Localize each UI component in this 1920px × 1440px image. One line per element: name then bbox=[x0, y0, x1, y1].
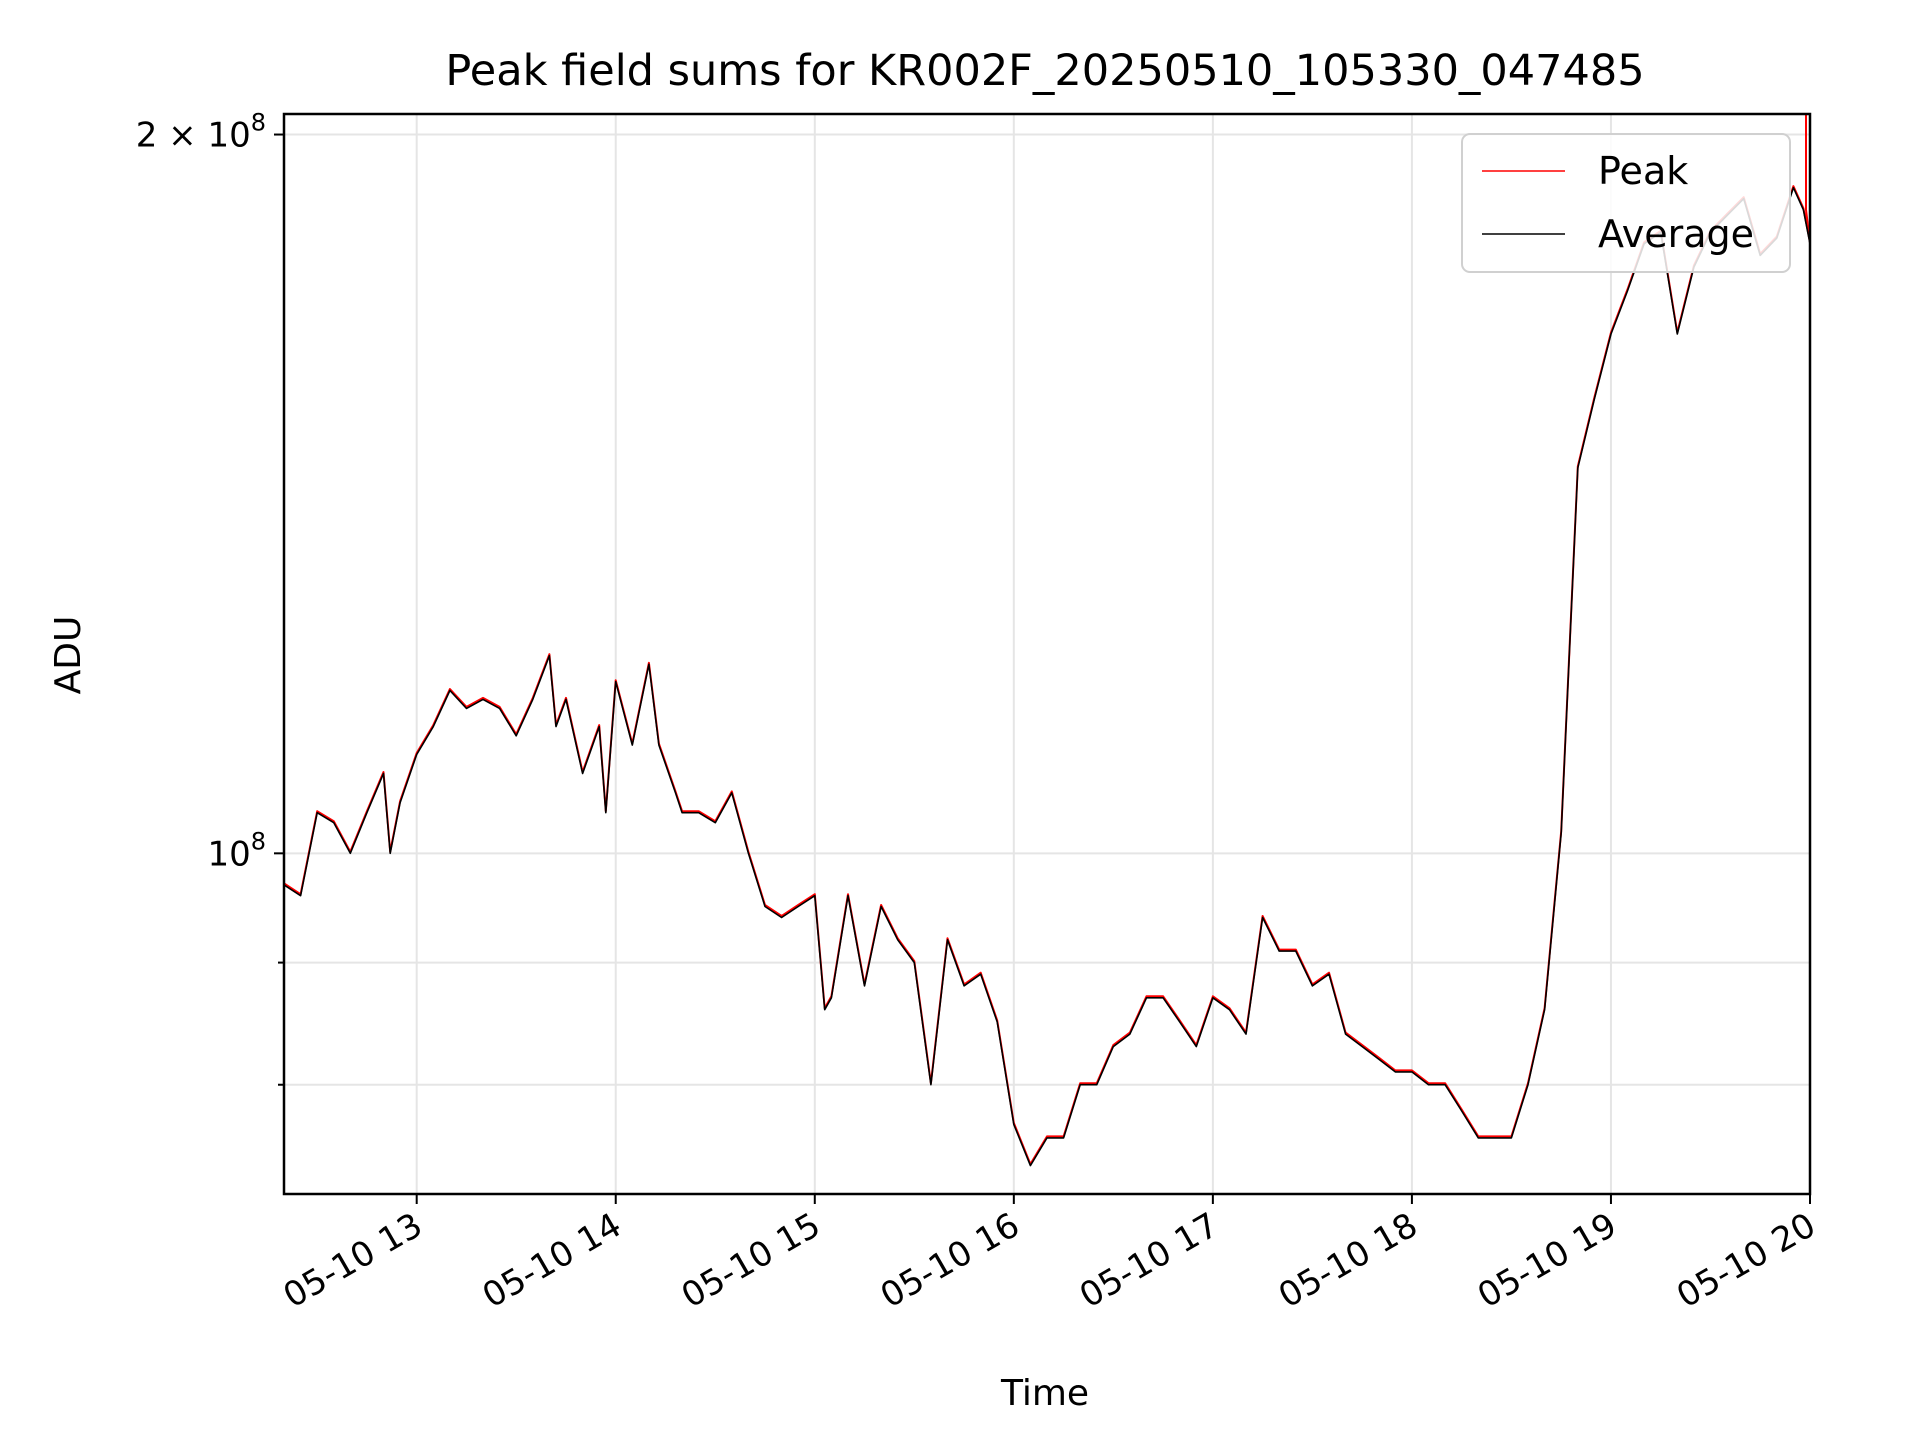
plot-frame bbox=[282, 112, 1812, 1196]
x-tick-label: 05-10 14 bbox=[476, 1205, 628, 1316]
grid-lines bbox=[284, 114, 1811, 1194]
x-axis-ticks: 05-10 13 05-10 14 05-10 15 05-10 16 05-10 17… bbox=[277, 1194, 1823, 1316]
x-tick-label: 05-10 13 bbox=[277, 1205, 429, 1316]
series-layer bbox=[284, 114, 1810, 1167]
y-axis-ticks: 108 2 × 108 bbox=[136, 109, 284, 1086]
x-tick-label: 05-10 18 bbox=[1272, 1205, 1424, 1316]
legend-box bbox=[1461, 133, 1791, 273]
legend: Peak Average bbox=[1461, 133, 1791, 273]
y-tick-label: 2 × 108 bbox=[136, 109, 266, 156]
x-axis-label: Time bbox=[1000, 1373, 1089, 1414]
chart-title: Peak field sums for KR002F_20250510_1053… bbox=[445, 46, 1644, 96]
x-tick-label: 05-10 15 bbox=[675, 1205, 827, 1316]
legend-label-peak: Peak bbox=[1598, 149, 1688, 193]
x-tick-label: 05-10 17 bbox=[1073, 1205, 1225, 1316]
x-tick-label: 05-10 20 bbox=[1670, 1205, 1822, 1316]
y-axis-label: ADU bbox=[48, 616, 89, 695]
series-line-average bbox=[284, 186, 1810, 1167]
legend-label-average: Average bbox=[1598, 212, 1754, 256]
x-tick-label: 05-10 16 bbox=[874, 1205, 1026, 1316]
x-tick-label: 05-10 19 bbox=[1471, 1205, 1623, 1316]
y-tick-label: 108 bbox=[207, 827, 266, 874]
